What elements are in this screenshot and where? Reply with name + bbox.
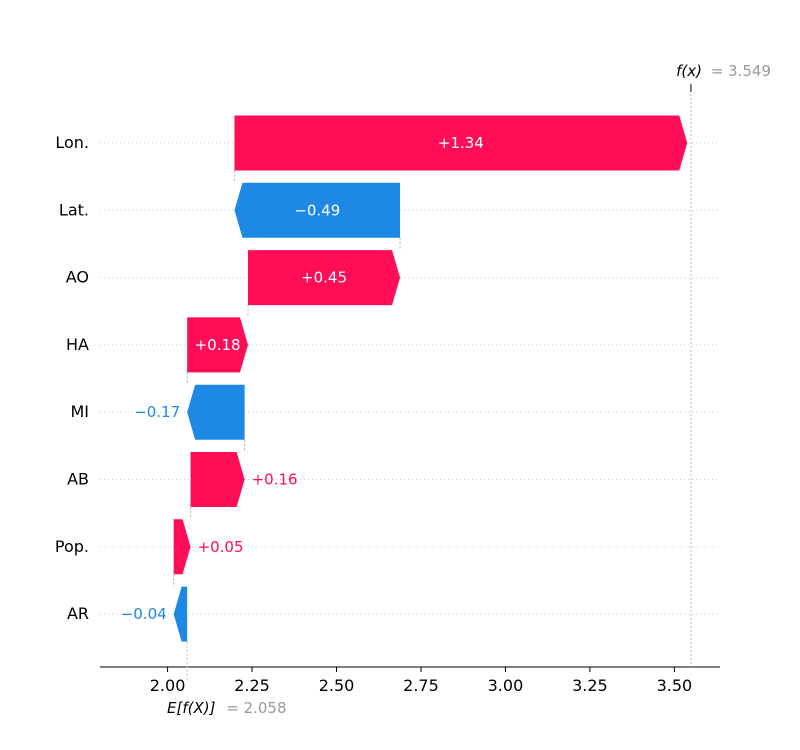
bar-connectors <box>173 170 401 587</box>
row-gridlines <box>100 142 720 615</box>
feature-label: AB <box>67 470 89 489</box>
contribution-label: +0.16 <box>252 471 298 489</box>
contribution-label: +1.34 <box>438 134 484 152</box>
output-label: f(x) <box>676 62 702 80</box>
contribution-bar <box>247 250 401 306</box>
x-tick-label: 3.50 <box>657 676 693 695</box>
x-tick-label: 2.50 <box>319 676 355 695</box>
feature-label: HA <box>66 335 89 354</box>
output-value-annotation: f(x) = 3.549 <box>676 62 771 80</box>
x-tick-label: 2.00 <box>150 676 186 695</box>
contribution-label: +0.18 <box>195 336 241 354</box>
contribution-bar <box>173 519 191 575</box>
base-value: = 2.058 <box>226 699 286 717</box>
contribution-bar <box>173 586 188 642</box>
contribution-bar <box>234 115 688 171</box>
base-label: E[f(X)] <box>167 699 216 717</box>
contribution-bar <box>234 182 401 238</box>
contribution-bar <box>187 384 245 440</box>
contribution-label: −0.49 <box>294 201 340 219</box>
feature-label: AR <box>67 604 89 623</box>
feature-label: MI <box>70 402 89 421</box>
base-value-annotation: E[f(X)] = 2.058 <box>167 699 287 717</box>
contribution-bars <box>173 115 688 642</box>
contribution-label: −0.04 <box>121 605 167 623</box>
x-tick-label: 3.25 <box>572 676 608 695</box>
x-tick-label: 3.00 <box>488 676 524 695</box>
feature-label: Lon. <box>55 133 89 152</box>
x-tick-label: 2.25 <box>234 676 270 695</box>
feature-label: Pop. <box>55 537 89 556</box>
contribution-label: +0.05 <box>198 538 244 556</box>
x-tick-label: 2.75 <box>403 676 439 695</box>
feature-names: Lon. Lat. AO HA MI AB Pop. AR <box>55 133 89 623</box>
feature-label: Lat. <box>59 200 89 219</box>
contribution-label: +0.45 <box>301 269 347 287</box>
output-value: = 3.549 <box>711 62 771 80</box>
feature-label: AO <box>66 268 89 287</box>
contribution-label: −0.17 <box>134 403 180 421</box>
contribution-bar <box>187 317 248 373</box>
x-axis: 2.00 2.25 2.50 2.75 3.00 3.25 3.50 <box>100 666 720 695</box>
contribution-bar <box>190 452 245 507</box>
contribution-labels: +1.34 −0.49 +0.45 +0.18 −0.17 +0.16 +0.05 −0.04 <box>121 134 484 623</box>
